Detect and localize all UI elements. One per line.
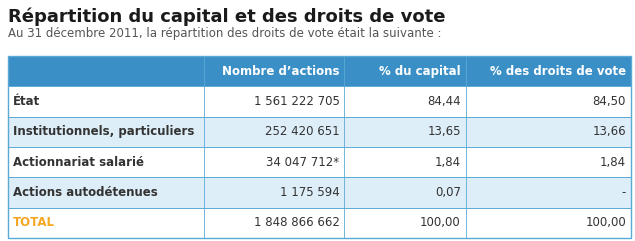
Text: Actions autodétenues: Actions autodétenues	[13, 186, 157, 199]
Text: TOTAL: TOTAL	[13, 216, 55, 229]
Text: 1 175 594: 1 175 594	[279, 186, 340, 199]
Text: 1 848 866 662: 1 848 866 662	[253, 216, 340, 229]
Text: % des droits de vote: % des droits de vote	[490, 65, 626, 78]
Text: Au 31 décembre 2011, la répartition des droits de vote était la suivante :: Au 31 décembre 2011, la répartition des …	[8, 27, 441, 40]
Text: 34 047 712*: 34 047 712*	[266, 156, 340, 169]
Text: 84,50: 84,50	[592, 95, 626, 108]
Text: 1,84: 1,84	[435, 156, 461, 169]
Text: 1,84: 1,84	[600, 156, 626, 169]
Text: État: État	[13, 95, 40, 108]
Bar	[8, 56, 631, 86]
Text: 252 420 651: 252 420 651	[265, 125, 340, 138]
Text: 13,66: 13,66	[592, 125, 626, 138]
Bar	[8, 147, 631, 177]
Text: Nombre d’actions: Nombre d’actions	[222, 65, 340, 78]
Text: Institutionnels, particuliers: Institutionnels, particuliers	[13, 125, 194, 138]
Text: 0,07: 0,07	[435, 186, 461, 199]
Text: Répartition du capital et des droits de vote: Répartition du capital et des droits de …	[8, 8, 446, 27]
Text: 100,00: 100,00	[585, 216, 626, 229]
Bar	[8, 117, 631, 147]
Text: -: -	[622, 186, 626, 199]
Text: 100,00: 100,00	[420, 216, 461, 229]
Text: 1 561 222 705: 1 561 222 705	[253, 95, 340, 108]
Bar	[8, 86, 631, 117]
Text: 13,65: 13,65	[427, 125, 461, 138]
Text: Actionnariat salarié: Actionnariat salarié	[13, 156, 144, 169]
Text: % du capital: % du capital	[379, 65, 461, 78]
Bar	[8, 56, 631, 238]
Bar	[8, 177, 631, 208]
Bar	[8, 208, 631, 238]
Text: 84,44: 84,44	[427, 95, 461, 108]
